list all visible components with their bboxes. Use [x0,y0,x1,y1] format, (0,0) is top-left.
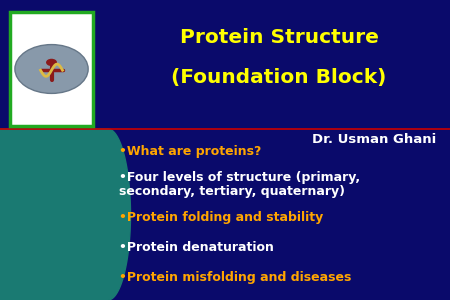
Text: •Four levels of structure (primary,
secondary, tertiary, quaternary): •Four levels of structure (primary, seco… [119,170,360,199]
Bar [10,12,93,126]
Text: (Foundation Block): (Foundation Block) [171,68,387,88]
Circle shape [15,45,88,93]
Text: •Protein misfolding and diseases: •Protein misfolding and diseases [119,271,351,284]
Text: •Protein denaturation: •Protein denaturation [119,241,274,254]
Text: •Protein folding and stability: •Protein folding and stability [119,211,324,224]
Polygon shape [0,129,130,300]
Text: Dr. Usman Ghani: Dr. Usman Ghani [312,133,436,146]
Text: Protein Structure: Protein Structure [180,28,378,47]
Circle shape [46,59,57,66]
Text: •What are proteins?: •What are proteins? [119,145,261,158]
